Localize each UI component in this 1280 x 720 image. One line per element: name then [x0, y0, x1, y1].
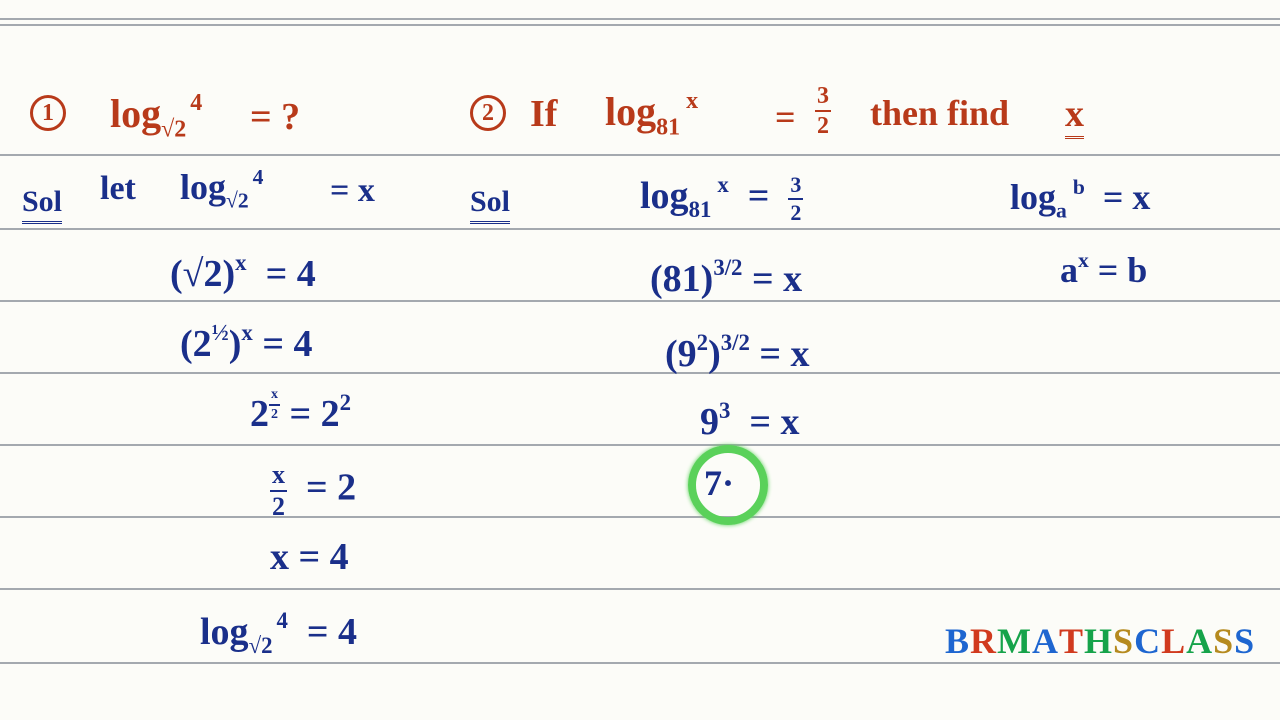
- rule-line: [0, 300, 1280, 302]
- q2-findx: x: [1065, 92, 1084, 139]
- q2-log: log81x: [605, 88, 698, 142]
- q1-sol-label: Sol: [22, 185, 62, 224]
- q2-step5-partial: 7·: [704, 462, 734, 504]
- q2-sol-label: Sol: [470, 185, 510, 224]
- q1-step4: x2 = 2: [270, 462, 356, 520]
- q1-let-rhs: = x: [330, 172, 375, 210]
- q1-let-log: log√24: [180, 165, 263, 214]
- q1-log: log√24: [110, 90, 202, 144]
- q1-answer: log√24 = 4: [200, 608, 357, 659]
- rule-line2: ax = b: [1060, 248, 1147, 291]
- q1-eq: = ?: [250, 95, 300, 139]
- rule-line: [0, 662, 1280, 664]
- q1-step3: 2x2 = 22: [250, 388, 351, 436]
- rule-line: [0, 372, 1280, 374]
- rule-line: [0, 154, 1280, 156]
- q1-step5: x = 4: [270, 535, 349, 579]
- q1-let: let: [100, 170, 136, 208]
- q2-if: If: [530, 92, 557, 136]
- q1-step1: (√2)x = 4: [170, 250, 316, 296]
- rule-line: [0, 24, 1280, 26]
- q2-then: then find: [870, 92, 1009, 134]
- q2-number-circle: 2: [470, 95, 506, 131]
- rule-line1: logab = x: [1010, 175, 1150, 224]
- q2-frac: 32: [815, 84, 831, 138]
- rule-line: [0, 18, 1280, 20]
- q2-step1: log81x = 32: [640, 172, 803, 224]
- rule-line: [0, 228, 1280, 230]
- q2-step4: 93 = x: [700, 398, 800, 444]
- rule-line: [0, 444, 1280, 446]
- rule-line: [0, 588, 1280, 590]
- q2-eq: =: [775, 96, 796, 138]
- q1-number-circle: 1: [30, 95, 66, 131]
- q2-step3: (92)3/2 = x: [665, 330, 810, 376]
- rule-line: [0, 516, 1280, 518]
- q2-step2: (81)3/2 = x: [650, 255, 802, 301]
- brand-logo: BRMATHSCLASS: [945, 620, 1255, 662]
- q1-step2: (2½)x = 4: [180, 320, 312, 366]
